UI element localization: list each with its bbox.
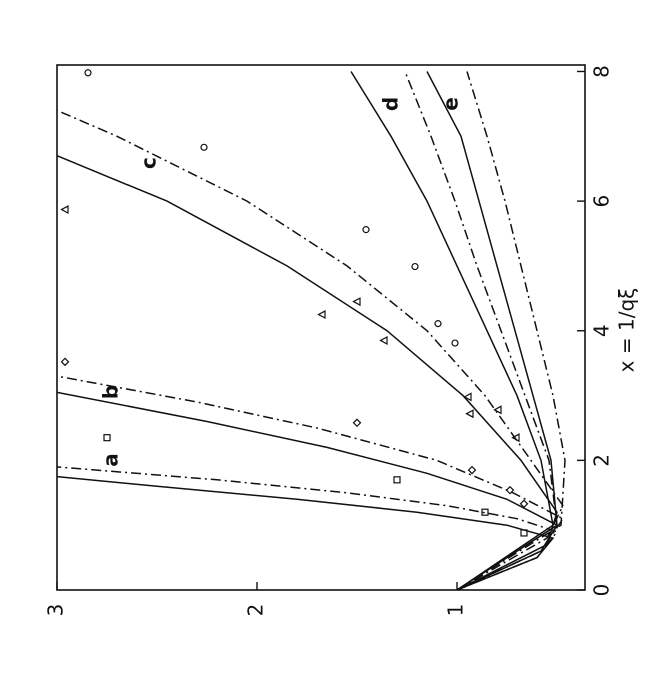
- y-tick-label: 1: [444, 604, 468, 617]
- curve: [456, 71, 566, 590]
- curve-label: b: [99, 385, 123, 399]
- plot-frame: [56, 64, 586, 591]
- x-tick-label: 4: [590, 324, 614, 337]
- curve-label: e: [439, 97, 463, 111]
- square-point: [103, 434, 111, 442]
- y-tick-label: 2: [244, 604, 268, 617]
- triangle-point: [60, 205, 69, 215]
- x-axis-label: x = 1/qξ: [615, 288, 639, 373]
- curve-label: a: [99, 453, 123, 467]
- diamond-point: [60, 357, 70, 367]
- curve: [426, 71, 558, 590]
- diamond-point: [352, 418, 362, 428]
- square-point: [481, 508, 489, 516]
- square-point: [520, 529, 528, 537]
- triangle-point: [463, 392, 472, 402]
- x-tick-label: 2: [590, 454, 614, 467]
- x-tick-label: 6: [590, 195, 614, 208]
- x-tick-label: 0: [590, 584, 614, 597]
- circle-point: [84, 69, 92, 77]
- curve: [57, 466, 559, 590]
- diamond-point: [519, 499, 529, 509]
- triangle-point: [379, 335, 388, 345]
- curve: [350, 71, 554, 590]
- triangle-point: [352, 297, 361, 307]
- curve: [57, 475, 555, 590]
- curve: [57, 375, 565, 590]
- triangle-point: [493, 405, 502, 415]
- circle-point: [434, 320, 442, 328]
- circle-point: [411, 262, 419, 271]
- curve: [57, 109, 564, 590]
- curve-label: c: [137, 157, 161, 169]
- y-tick-label: 3: [44, 604, 68, 617]
- square-point: [393, 476, 401, 484]
- curve: [57, 391, 559, 590]
- curve: [57, 155, 558, 590]
- circle-point: [451, 339, 459, 347]
- triangle-point: [465, 409, 474, 419]
- curve-label: d: [379, 97, 403, 111]
- diamond-point: [467, 465, 477, 475]
- x-tick-label: 8: [590, 65, 614, 78]
- circle-point: [362, 226, 370, 234]
- diamond-point: [505, 485, 515, 495]
- triangle-point: [511, 433, 520, 443]
- circle-point: [200, 143, 208, 151]
- triangle-point: [317, 310, 326, 320]
